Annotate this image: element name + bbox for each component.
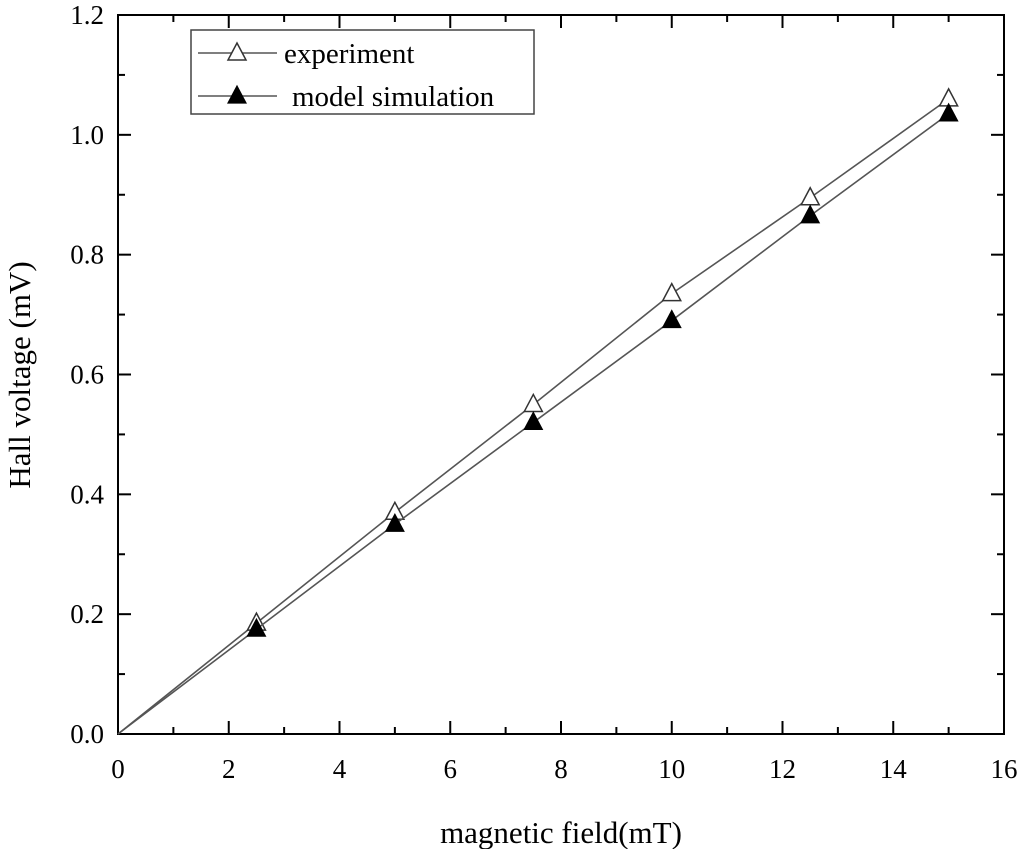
data-point-experiment	[661, 282, 682, 302]
data-point-experiment	[523, 392, 544, 413]
y-tick-label: 0.4	[70, 479, 104, 509]
x-tick-label: 10	[658, 754, 685, 784]
x-tick-label: 0	[111, 754, 125, 784]
x-tick-label: 12	[769, 754, 796, 784]
y-tick-label: 1.0	[70, 120, 104, 150]
x-tick-label: 16	[991, 754, 1018, 784]
data-point-model-simulation	[246, 617, 267, 637]
legend-marker-experiment	[226, 41, 248, 61]
data-point-experiment	[799, 186, 821, 206]
y-tick-label: 0.0	[70, 719, 104, 749]
y-axis-title: Hall voltage (mV)	[2, 261, 37, 488]
data-point-model-simulation	[384, 513, 405, 532]
legend-marker-model-simulation	[227, 84, 247, 104]
x-axis-title: magnetic field(mT)	[440, 815, 682, 849]
data-point-model-simulation	[800, 204, 821, 224]
y-axis: 0.0 0.2 0.4 0.6 0.8 1.0 1.2	[70, 0, 1004, 749]
data-point-model-simulation	[661, 309, 682, 329]
x-tick-label: 14	[880, 754, 908, 784]
x-tick-label: 8	[554, 754, 568, 784]
series-layer	[117, 87, 959, 735]
x-tick-label: 4	[333, 754, 347, 784]
data-point-model-simulation	[523, 411, 544, 431]
y-tick-label: 1.2	[70, 0, 104, 30]
legend: experiment model simulation	[190, 29, 535, 115]
y-tick-label: 0.2	[70, 599, 104, 629]
legend-box	[190, 29, 535, 115]
data-point-model-simulation	[938, 102, 959, 122]
y-tick-label: 0.8	[70, 240, 104, 270]
legend-label-experiment: experiment	[284, 38, 414, 70]
x-tick-label: 6	[444, 754, 458, 784]
y-tick-label: 0.6	[70, 360, 104, 390]
x-tick-label: 2	[222, 754, 236, 784]
x-axis: 0 2 4 6 8 10 12 14 16	[111, 15, 1018, 784]
legend-label-model-simulation: model simulation	[292, 81, 495, 113]
